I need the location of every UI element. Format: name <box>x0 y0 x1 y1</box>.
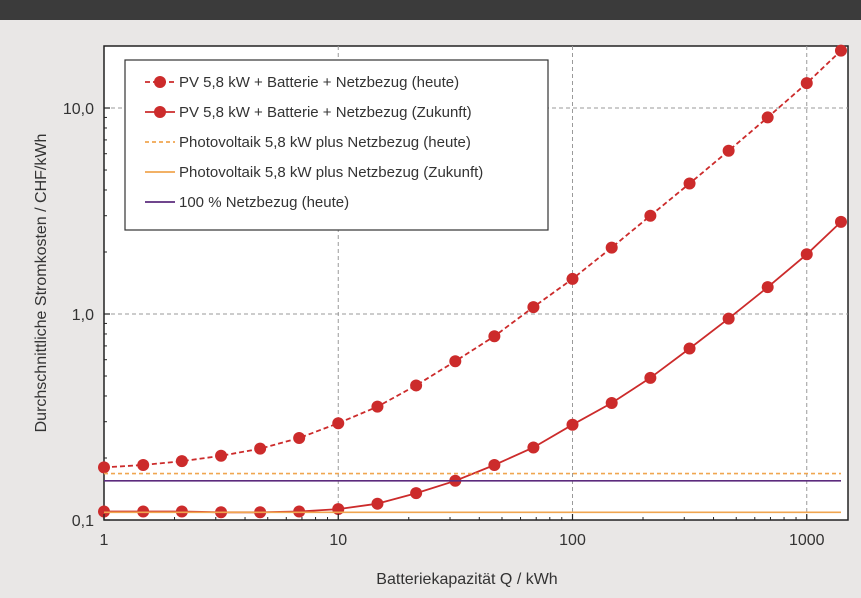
data-point-battery_future <box>410 487 423 500</box>
data-point-battery_future <box>683 342 696 355</box>
data-point-battery_future <box>761 281 774 294</box>
data-point-battery_today <box>834 44 847 57</box>
data-point-battery_future <box>566 418 579 431</box>
data-point-battery_today <box>644 209 657 222</box>
y-tick-label: 10,0 <box>63 101 94 118</box>
legend-label-battery_today: PV 5,8 kW + Batterie + Netzbezug (heute) <box>179 74 459 91</box>
data-point-battery_today <box>800 77 813 90</box>
data-point-battery_today <box>722 144 735 157</box>
legend: PV 5,8 kW + Batterie + Netzbezug (heute)… <box>124 59 549 231</box>
legend-marker-battery_today <box>154 76 166 88</box>
data-point-battery_today <box>293 432 306 445</box>
data-point-battery_future <box>175 505 188 518</box>
data-point-battery_future <box>834 215 847 228</box>
x-tick-label: 1 <box>100 532 109 549</box>
y-tick-label: 1,0 <box>72 307 94 324</box>
x-axis-label: Batteriekapazität Q / kWh <box>376 571 557 588</box>
data-point-battery_future <box>332 503 345 516</box>
x-tick-label: 10 <box>329 532 347 549</box>
data-point-battery_today <box>332 417 345 430</box>
data-point-battery_today <box>215 449 228 462</box>
data-point-battery_future <box>527 441 540 454</box>
data-point-battery_future <box>98 505 110 518</box>
data-point-battery_today <box>566 272 579 285</box>
data-point-battery_future <box>137 505 150 518</box>
data-point-battery_future <box>605 396 618 409</box>
legend-label-grid_today: 100 % Netzbezug (heute) <box>179 194 349 211</box>
legend-label-battery_future: PV 5,8 kW + Batterie + Netzbezug (Zukunf… <box>179 104 472 121</box>
data-point-battery_today <box>371 400 384 413</box>
legend-marker-battery_future <box>154 106 166 118</box>
data-point-battery_today <box>137 458 150 471</box>
series-layer <box>98 44 847 519</box>
data-point-battery_today <box>410 379 423 392</box>
data-point-battery_today <box>761 111 774 124</box>
tick-layer: 1 10 100 1000 0,1 1,0 10,0 <box>63 45 825 549</box>
y-axis-label: Durchschnittliche Stromkosten / CHF/kWh <box>33 134 50 433</box>
data-point-battery_today <box>683 177 696 190</box>
data-point-battery_future <box>293 505 306 518</box>
data-point-battery_today <box>605 241 618 254</box>
series-line-battery_today <box>103 49 842 469</box>
data-point-battery_future <box>800 248 813 261</box>
legend-box <box>124 59 549 231</box>
x-tick-label: 1000 <box>789 532 825 549</box>
data-point-battery_future <box>488 458 501 471</box>
data-point-battery_today <box>254 442 267 455</box>
top-bar <box>0 0 861 20</box>
data-point-battery_today <box>98 461 110 474</box>
data-point-battery_future <box>722 312 735 325</box>
x-tick-label: 100 <box>559 532 586 549</box>
data-point-battery_today <box>175 455 188 468</box>
data-point-battery_future <box>644 371 657 384</box>
data-point-battery_today <box>527 301 540 314</box>
data-point-battery_today <box>449 355 462 368</box>
data-point-battery_today <box>488 330 501 343</box>
data-point-battery_future <box>371 497 384 510</box>
y-tick-label: 0,1 <box>72 513 94 530</box>
legend-label-pv_future: Photovoltaik 5,8 kW plus Netzbezug (Zuku… <box>179 164 483 181</box>
legend-label-pv_today: Photovoltaik 5,8 kW plus Netzbezug (heut… <box>179 134 471 151</box>
